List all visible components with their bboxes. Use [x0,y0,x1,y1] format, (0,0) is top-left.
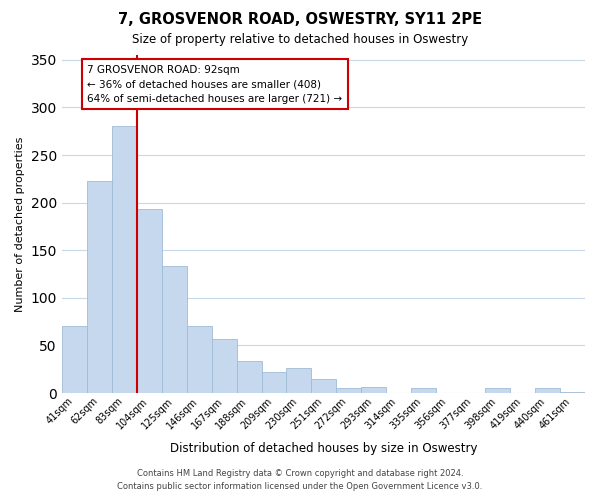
Text: Contains HM Land Registry data © Crown copyright and database right 2024.
Contai: Contains HM Land Registry data © Crown c… [118,470,482,491]
X-axis label: Distribution of detached houses by size in Oswestry: Distribution of detached houses by size … [170,442,478,455]
Bar [311,379,336,393]
Bar [162,266,187,393]
Text: 7, GROSVENOR ROAD, OSWESTRY, SY11 2PE: 7, GROSVENOR ROAD, OSWESTRY, SY11 2PE [118,12,482,28]
Bar [361,388,386,393]
Bar [336,388,361,393]
Bar [112,126,137,393]
Text: Size of property relative to detached houses in Oswestry: Size of property relative to detached ho… [132,32,468,46]
Bar [236,360,262,393]
Bar [286,368,311,393]
Bar [187,326,212,393]
Text: 7 GROSVENOR ROAD: 92sqm
← 36% of detached houses are smaller (408)
64% of semi-d: 7 GROSVENOR ROAD: 92sqm ← 36% of detache… [88,64,343,104]
Bar [560,392,585,393]
Bar [88,181,112,393]
Y-axis label: Number of detached properties: Number of detached properties [15,136,25,312]
Bar [212,339,236,393]
Bar [62,326,88,393]
Bar [262,372,286,393]
Bar [535,388,560,393]
Bar [137,210,162,393]
Bar [485,388,511,393]
Bar [411,388,436,393]
